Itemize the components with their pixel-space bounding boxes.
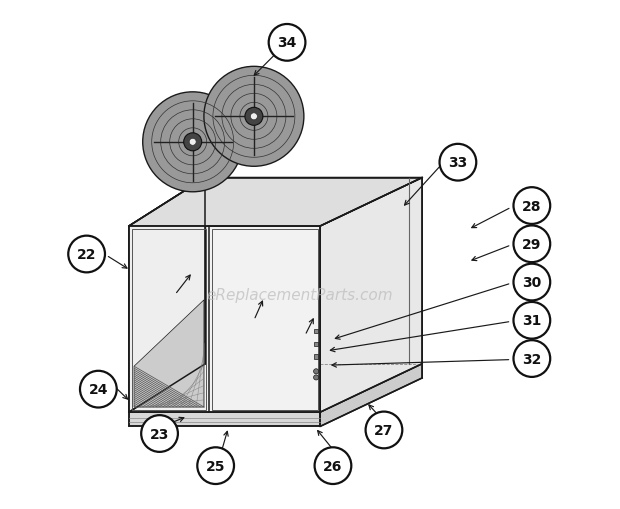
Circle shape (189, 139, 196, 146)
Circle shape (513, 264, 550, 301)
Text: 30: 30 (522, 275, 541, 290)
Text: 31: 31 (522, 314, 541, 328)
Bar (314, 355, 318, 359)
Circle shape (68, 236, 105, 273)
Circle shape (197, 447, 234, 484)
Text: 25: 25 (206, 459, 226, 473)
Bar (314, 329, 318, 333)
Circle shape (141, 415, 178, 452)
Circle shape (314, 447, 352, 484)
Circle shape (143, 93, 242, 192)
Text: 24: 24 (89, 382, 108, 397)
Polygon shape (320, 178, 422, 412)
Text: eReplacementParts.com: eReplacementParts.com (206, 288, 393, 303)
Text: 29: 29 (522, 237, 541, 251)
Circle shape (440, 145, 476, 181)
Circle shape (314, 369, 319, 374)
Circle shape (513, 188, 550, 224)
Circle shape (366, 412, 402, 448)
Text: 28: 28 (522, 199, 542, 213)
Text: 33: 33 (448, 156, 467, 170)
Text: 27: 27 (374, 423, 394, 437)
Text: 34: 34 (277, 36, 297, 50)
Circle shape (268, 25, 306, 62)
Text: 23: 23 (150, 427, 169, 441)
Circle shape (250, 114, 257, 121)
Circle shape (204, 67, 304, 167)
Circle shape (184, 133, 202, 152)
Text: 32: 32 (522, 352, 541, 366)
Polygon shape (129, 178, 422, 227)
Circle shape (314, 375, 319, 380)
Text: 26: 26 (323, 459, 343, 473)
Circle shape (513, 302, 550, 339)
Bar (314, 342, 318, 346)
Polygon shape (129, 178, 205, 412)
Polygon shape (320, 364, 422, 427)
Polygon shape (129, 227, 320, 412)
Polygon shape (129, 412, 320, 427)
Circle shape (80, 371, 117, 408)
Polygon shape (134, 300, 204, 407)
Circle shape (513, 341, 550, 377)
Circle shape (513, 226, 550, 263)
Circle shape (245, 108, 263, 126)
Text: 22: 22 (77, 247, 96, 262)
